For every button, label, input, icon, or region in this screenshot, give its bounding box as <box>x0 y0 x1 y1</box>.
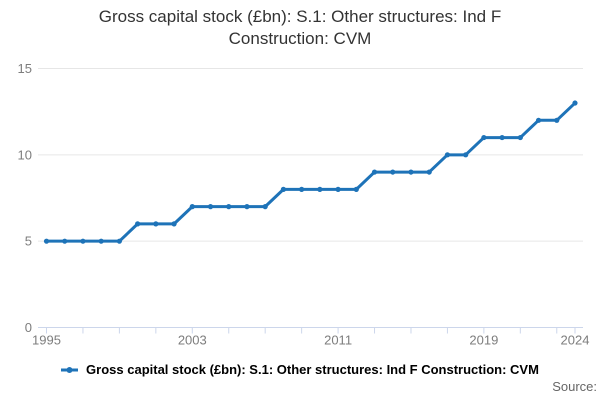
data-point[interactable] <box>299 186 305 192</box>
source-label: Source: <box>552 379 597 394</box>
data-point[interactable] <box>98 238 104 244</box>
data-point[interactable] <box>189 204 195 210</box>
legend-item[interactable]: Gross capital stock (£bn): S.1: Other st… <box>0 362 600 377</box>
data-point[interactable] <box>116 238 122 244</box>
data-point[interactable] <box>408 169 414 175</box>
data-point[interactable] <box>43 238 50 244</box>
data-point[interactable] <box>371 169 378 175</box>
data-point[interactable] <box>153 221 159 227</box>
data-point[interactable] <box>554 117 560 123</box>
x-axis-label: 1995 <box>32 333 61 348</box>
data-point[interactable] <box>244 204 250 210</box>
chart-title: Gross capital stock (£bn): S.1: Other st… <box>98 7 502 48</box>
y-axis-label: 5 <box>25 234 32 249</box>
x-axis-label: 2011 <box>324 333 352 348</box>
data-point[interactable] <box>390 169 396 175</box>
x-axis-label: 2019 <box>469 333 498 348</box>
data-point[interactable] <box>463 152 469 158</box>
legend-label: Gross capital stock (£bn): S.1: Other st… <box>86 362 539 377</box>
x-axis-label: 2024 <box>561 333 590 348</box>
series-line[interactable] <box>45 101 577 243</box>
data-point[interactable] <box>135 221 141 227</box>
data-point[interactable] <box>226 204 232 210</box>
data-point[interactable] <box>353 186 359 192</box>
data-point[interactable] <box>62 238 68 244</box>
data-point[interactable] <box>262 204 268 210</box>
data-point[interactable] <box>171 221 177 227</box>
data-point[interactable] <box>535 117 542 123</box>
y-axis-label: 0 <box>25 320 32 335</box>
data-point[interactable] <box>335 186 341 192</box>
data-point[interactable] <box>499 134 505 141</box>
y-axis-label: 15 <box>18 61 32 76</box>
x-axis-label: 2003 <box>178 333 207 348</box>
data-point[interactable] <box>80 238 86 244</box>
data-point[interactable] <box>207 204 214 210</box>
data-point[interactable] <box>280 186 287 192</box>
data-point[interactable] <box>426 169 432 175</box>
data-point[interactable] <box>481 134 487 141</box>
data-point[interactable] <box>444 152 451 158</box>
legend-marker-icon <box>61 366 79 373</box>
data-point[interactable] <box>517 134 523 141</box>
data-point[interactable] <box>572 100 578 106</box>
y-axis-label: 10 <box>18 147 32 162</box>
data-point[interactable] <box>317 186 323 192</box>
